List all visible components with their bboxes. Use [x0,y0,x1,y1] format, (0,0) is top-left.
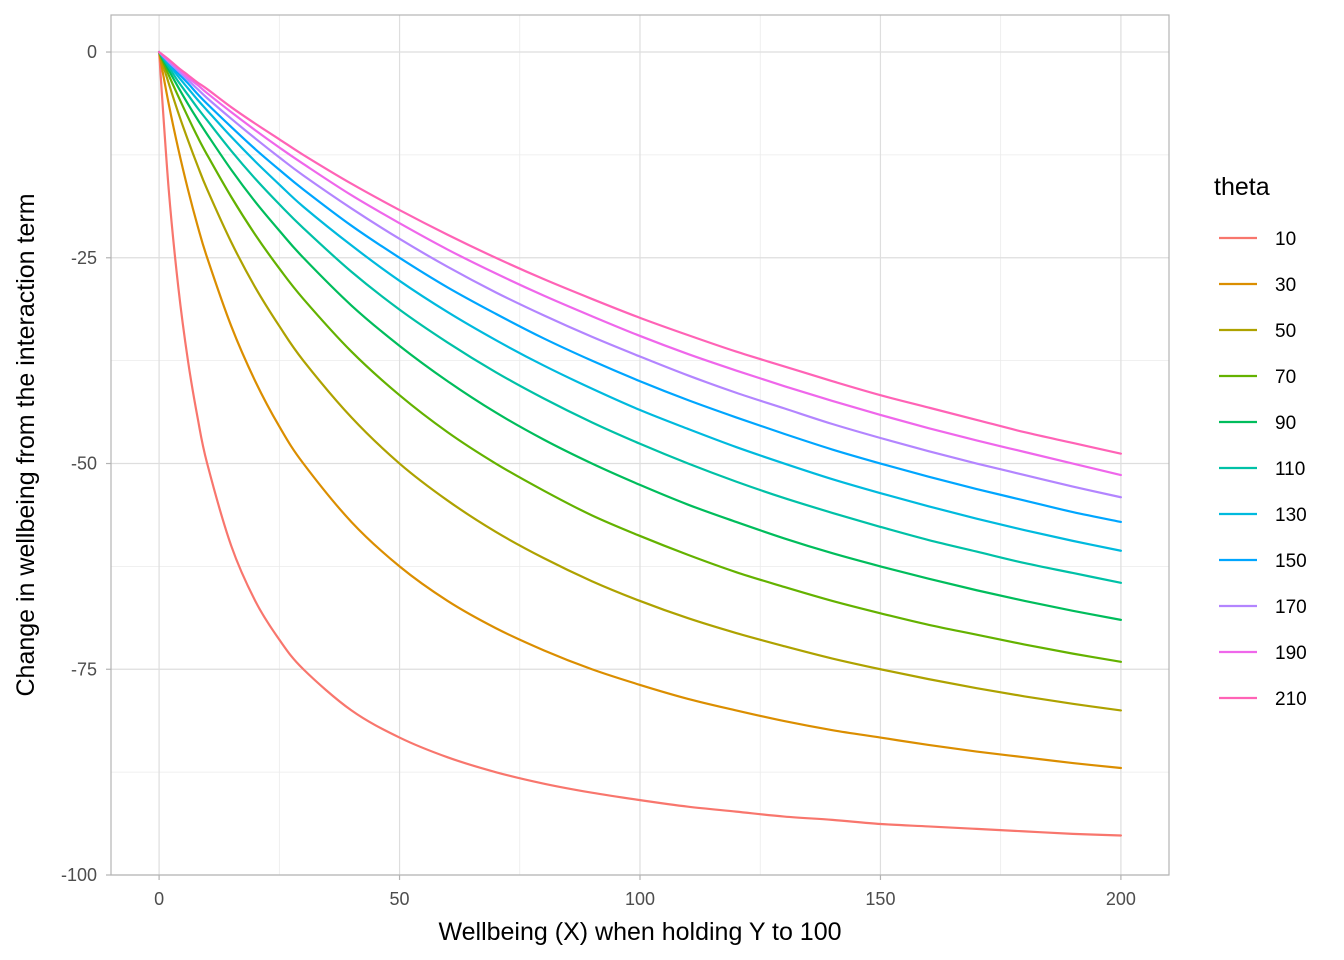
legend: theta 10 30 50 70 90 110 130 150 170 190 210 [1214,173,1307,710]
series-lines [157,50,1123,837]
series-line-theta-30 [157,50,1123,770]
x-tick-label: 0 [154,889,164,909]
y-tick-label: -75 [71,659,97,679]
x-tick-label: 100 [625,889,655,909]
series-line-theta-50 [157,50,1123,712]
legend-label-theta-90: 90 [1275,413,1296,434]
y-axis-title: Change in wellbeing from the interaction… [12,193,40,696]
legend-label-theta-130: 130 [1275,505,1307,526]
legend-label-theta-210: 210 [1275,689,1307,710]
series-line-theta-130 [157,50,1123,552]
y-axis-ticks: 0 -25 -50 -75 -100 [61,42,111,885]
series-line-theta-150 [157,50,1123,524]
x-axis-ticks: 0 50 100 150 200 [154,875,1136,909]
legend-label-theta-70: 70 [1275,367,1296,388]
legend-label-theta-190: 190 [1275,643,1307,664]
legend-label-theta-170: 170 [1275,597,1307,618]
x-tick-label: 150 [865,889,895,909]
y-tick-label: -50 [71,454,97,474]
legend-label-theta-30: 30 [1275,275,1296,296]
x-axis-title: Wellbeing (X) when holding Y to 100 [438,918,841,946]
legend-label-theta-110: 110 [1275,459,1305,480]
legend-label-theta-10: 10 [1275,229,1296,250]
x-tick-label: 50 [390,889,410,909]
series-line-theta-70 [157,50,1123,663]
x-tick-label: 200 [1106,889,1136,909]
series-line-theta-90 [157,50,1123,621]
legend-label-theta-150: 150 [1275,551,1307,572]
legend-label-theta-50: 50 [1275,321,1296,342]
series-line-theta-110 [157,50,1123,584]
y-tick-label: -25 [71,248,97,268]
series-line-theta-170 [157,50,1123,499]
legend-title: theta [1214,173,1270,201]
series-line-theta-210 [157,50,1123,455]
y-tick-label: 0 [87,42,97,62]
series-line-theta-190 [157,50,1123,477]
y-tick-label: -100 [61,865,97,885]
series-line-theta-10 [157,50,1123,837]
